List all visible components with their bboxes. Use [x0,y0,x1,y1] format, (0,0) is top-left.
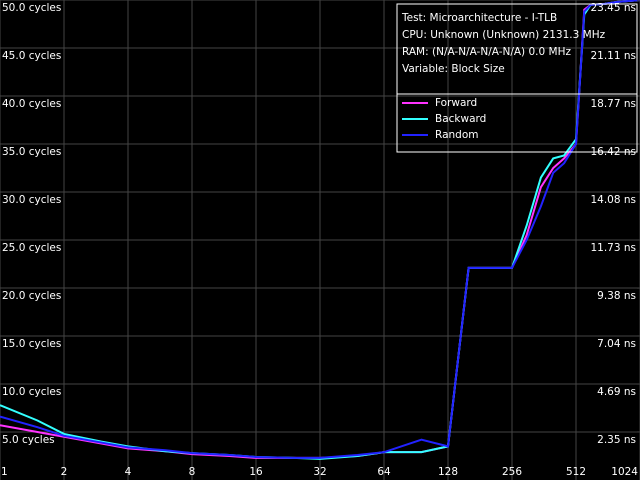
x-tick-label: 2 [61,466,68,478]
y-tick-label: 15.0 cycles [2,338,61,350]
y2-tick-label: 21.11 ns [590,50,636,62]
legend-label: Random [435,129,478,141]
x-tick-label: 32 [313,466,326,478]
y-tick-label: 25.0 cycles [2,242,61,254]
series-line [0,0,640,459]
legend-label: Forward [435,97,477,109]
x-tick-label: 64 [377,466,391,478]
legend-label: Backward [435,113,486,125]
x-tick-label: 4 [125,466,132,478]
x-tick-label: 512 [566,466,586,478]
y-tick-label: 35.0 cycles [2,146,61,158]
info-text: CPU: Unknown (Unknown) 2131.3 MHz [402,29,606,41]
legend: Test: Microarchitecture - I-TLB CPU: Unkn… [401,12,606,141]
y-tick-label: 30.0 cycles [2,194,61,206]
info-text: RAM: (N/A-N/A-N/A-N/A) 0.0 MHz [402,46,571,58]
y-tick-label: 40.0 cycles [2,98,61,110]
y-tick-label: 20.0 cycles [2,290,61,302]
y-tick-label: 50.0 cycles [2,2,61,14]
y2-tick-label: 4.69 ns [597,386,636,398]
y2-tick-label: 11.73 ns [590,242,636,254]
x-tick-label: 16 [249,466,263,478]
y2-tick-label: 18.77 ns [590,98,636,110]
x-tick-label: 256 [502,466,522,478]
info-text: Variable: Block Size [402,63,505,75]
y-tick-label: 5.0 cycles [2,434,55,446]
x-tick-label: 128 [438,466,458,478]
info-box [396,3,638,153]
info-text: Test: Microarchitecture - I-TLB [401,12,557,24]
y-tick-label: 45.0 cycles [2,50,61,62]
lines [0,0,640,460]
y2-tick-label: 23.45 ns [590,2,636,14]
y2-tick-label: 2.35 ns [597,434,636,446]
y-tick-label: 10.0 cycles [2,386,61,398]
x-tick-label: 8 [189,466,196,478]
y2-tick-label: 14.08 ns [590,194,636,206]
x-tick-label: 1024 [611,466,638,478]
y2-tick-label: 7.04 ns [597,338,636,350]
x-tick-label: 1 [1,466,8,478]
legend-box [396,93,638,153]
y2-tick-label: 9.38 ns [597,290,636,302]
